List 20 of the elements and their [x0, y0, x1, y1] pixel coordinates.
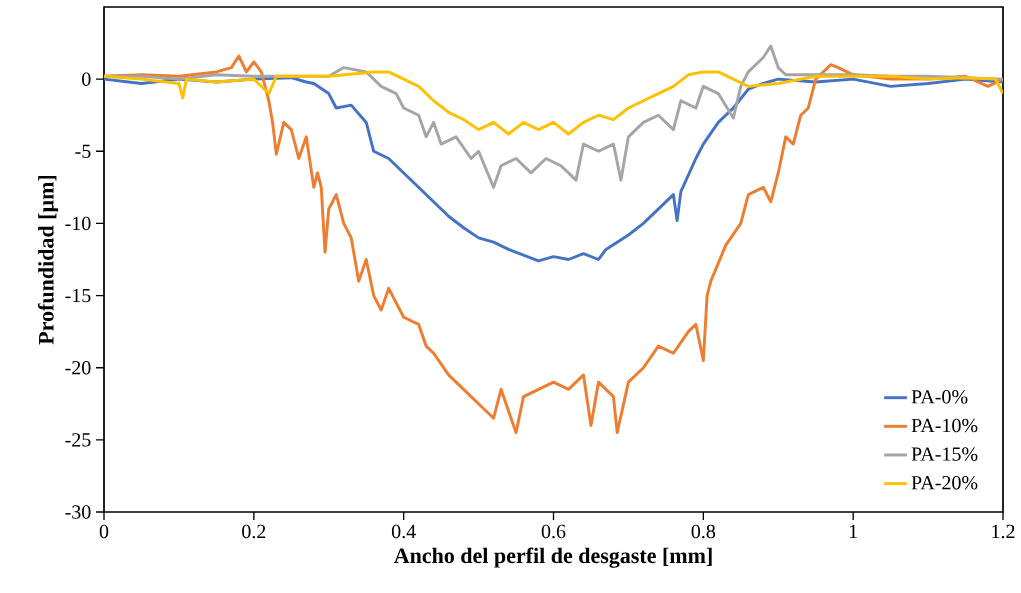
x-axis-title: Ancho del perfil de desgaste [mm] — [393, 547, 712, 568]
y-tick-label: -10 — [65, 216, 91, 231]
x-tick-label: 1 — [849, 524, 857, 538]
y-tick-label: 0 — [82, 72, 91, 86]
y-tick-label: -5 — [75, 144, 91, 158]
legend-label: PA-20% — [911, 475, 978, 490]
y-tick-label: -25 — [65, 433, 91, 447]
legend-label: PA-0% — [911, 390, 968, 404]
x-tick-label: 0.6 — [541, 524, 566, 539]
y-tick-label: -30 — [65, 505, 91, 519]
x-tick-label: 0.2 — [242, 524, 266, 539]
y-tick-label: -20 — [65, 360, 91, 375]
x-tick-label: 0.4 — [391, 524, 416, 539]
y-axis-title: Profundidad [µm] — [37, 175, 59, 345]
legend-label: PA-15% — [911, 447, 978, 461]
legend-label: PA-10% — [911, 418, 978, 433]
x-tick-label: 0 — [99, 524, 109, 539]
x-tick-label: 0.8 — [691, 524, 716, 539]
y-tick-label: -15 — [65, 288, 91, 303]
x-tick-label: 1.2 — [992, 524, 1015, 539]
